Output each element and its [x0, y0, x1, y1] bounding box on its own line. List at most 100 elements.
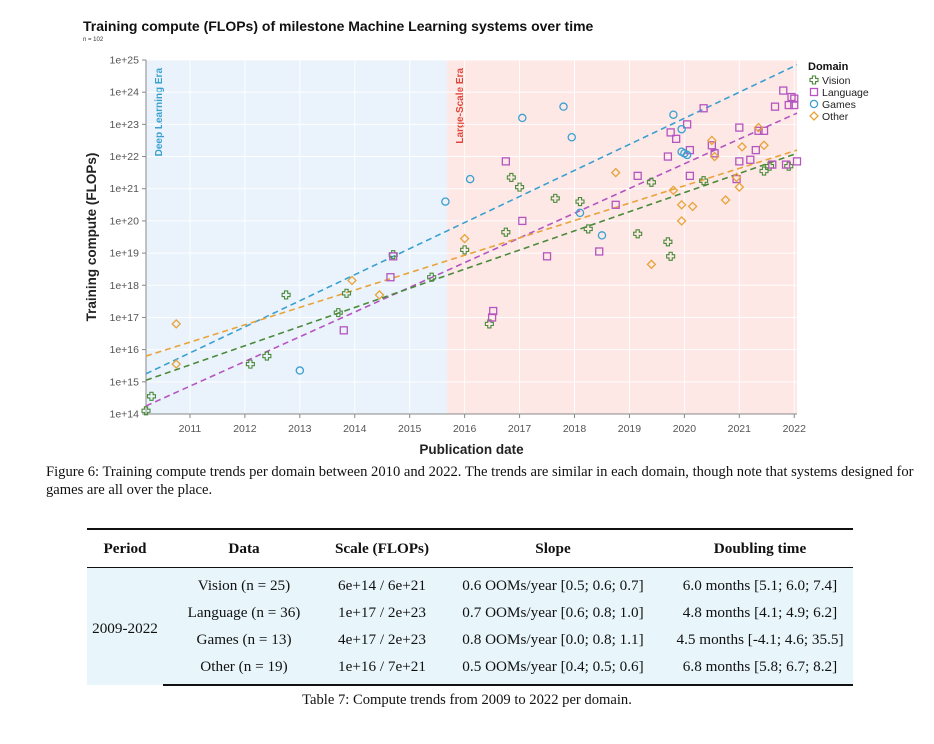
data-point-vision [666, 251, 676, 261]
data-point-games [518, 113, 527, 123]
data-point-other [753, 122, 764, 133]
data-point-games [677, 124, 686, 134]
y-tick-label: 1e+23 [110, 119, 140, 131]
data-point-language [787, 92, 796, 102]
data-point-vision [663, 237, 673, 247]
data-point-other [459, 233, 470, 244]
data-point-language [489, 306, 498, 316]
data-point-vision [633, 229, 643, 239]
data-point-language [595, 247, 604, 256]
x-tick-label: 2021 [728, 423, 752, 435]
data-point-vision [262, 351, 272, 361]
data-point-other [610, 167, 621, 178]
data-point-language [781, 160, 791, 169]
data-point-other [734, 182, 745, 193]
data-point-vision [550, 193, 560, 203]
legend-marker-other [809, 111, 819, 121]
data-point-other [374, 290, 385, 300]
x-tick-label: 2011 [179, 423, 202, 435]
data-point-language [682, 120, 692, 129]
trend-line [145, 112, 798, 407]
chart-svg: Deep Learning Era Large-Scale Era 1e+14 1e+… [83, 18, 869, 457]
data-point-vision [583, 224, 593, 234]
x-tick-label: 2012 [233, 423, 257, 435]
data-point-other [731, 172, 742, 183]
x-tick-label: 2013 [288, 423, 312, 435]
data-point-vision [333, 308, 343, 318]
trend-line [145, 149, 798, 357]
data-point-vision [245, 359, 255, 369]
data-point-games [567, 132, 577, 142]
data-point-language [735, 123, 744, 132]
doubling-cell: 6.0 months [5.1; 6.0; 7.4] [667, 567, 853, 599]
data-point-other [171, 318, 182, 329]
data-cell: Language (n = 36) [163, 599, 325, 626]
data-point-language [666, 128, 675, 137]
legend-label: Vision [822, 75, 851, 87]
compute-chart: Deep Learning Era Large-Scale Era 1e+14 1e+… [83, 18, 869, 457]
data-point-language [633, 171, 642, 181]
data-point-language [770, 102, 780, 111]
data-point-vision [515, 182, 525, 192]
data-point-language [784, 100, 793, 110]
header-scale: Scale (FLOPs) [325, 528, 439, 568]
figure-caption: Figure 6: Training compute trends per do… [46, 464, 914, 498]
era-label: Deep Learning Era [154, 68, 165, 157]
data-point-vision [506, 172, 516, 183]
data-point-language [501, 157, 510, 166]
legend-label: Language [822, 87, 869, 99]
y-tick-label: 1e+16 [110, 344, 140, 356]
y-tick-label: 1e+19 [110, 248, 140, 260]
data-point-other [759, 140, 769, 151]
data-point-vision [501, 227, 511, 237]
header-period: Period [87, 528, 163, 568]
chart-subtitle: n = 102 [83, 37, 104, 43]
data-point-language [339, 326, 348, 335]
legend-marker-vision [809, 75, 819, 85]
x-tick-label: 2016 [453, 423, 477, 435]
x-tick-label: 2018 [563, 423, 587, 435]
doubling-cell: 4.5 months [-4.1; 4.6; 35.5] [667, 626, 853, 653]
data-point-language [671, 134, 681, 143]
data-point-games [669, 110, 678, 119]
data-point-other [347, 275, 357, 286]
data-point-language [542, 252, 552, 261]
data-point-language [699, 104, 708, 113]
data-point-language [790, 94, 799, 103]
data-cell: Other (n = 19) [163, 653, 325, 686]
x-tick-label: 2020 [673, 423, 697, 435]
era-label: Large-Scale Era [455, 68, 466, 144]
period-cell: 2009-2022 [87, 567, 163, 685]
data-cell: Vision (n = 25) [163, 567, 325, 599]
x-tick-label: 2022 [783, 423, 807, 435]
data-point-other [171, 359, 182, 370]
header-doubling: Doubling time [667, 528, 853, 568]
data-point-vision [146, 391, 157, 401]
table-row: Other (n = 19) 1e+16 / 7e+21 0.5 OOMs/ye… [87, 653, 853, 686]
y-tick-label: 1e+22 [110, 151, 140, 163]
data-point-language [746, 155, 755, 164]
results-table: Period Data Scale (FLOPs) Slope Doubling… [87, 528, 853, 686]
y-tick-label: 1e+25 [110, 55, 140, 67]
y-tick-label: 1e+21 [110, 183, 140, 195]
doubling-cell: 4.8 months [4.1; 4.9; 6.2] [667, 599, 853, 626]
data-point-games [597, 231, 607, 240]
data-point-language [389, 252, 398, 261]
data-point-other [668, 185, 679, 196]
data-point-games [575, 208, 585, 218]
data-point-vision [646, 177, 656, 187]
scale-cell: 4e+17 / 2e+23 [325, 626, 439, 653]
data-cell: Games (n = 13) [163, 626, 325, 653]
slope-cell: 0.7 OOMs/year [0.6; 0.8; 1.0] [439, 599, 667, 626]
y-tick-label: 1e+15 [110, 376, 140, 388]
legend-marker-games [809, 99, 819, 109]
data-point-vision [764, 161, 775, 171]
slope-cell: 0.5 OOMs/year [0.4; 0.5; 0.6] [439, 653, 667, 686]
y-tick-label: 1e+18 [110, 280, 140, 292]
table-header-row: Period Data Scale (FLOPs) Slope Doubling… [87, 528, 853, 568]
data-point-vision [699, 176, 709, 186]
x-tick-label: 2017 [508, 423, 532, 435]
data-point-language [751, 145, 760, 155]
data-point-vision [141, 406, 151, 416]
data-point-other [709, 151, 720, 162]
